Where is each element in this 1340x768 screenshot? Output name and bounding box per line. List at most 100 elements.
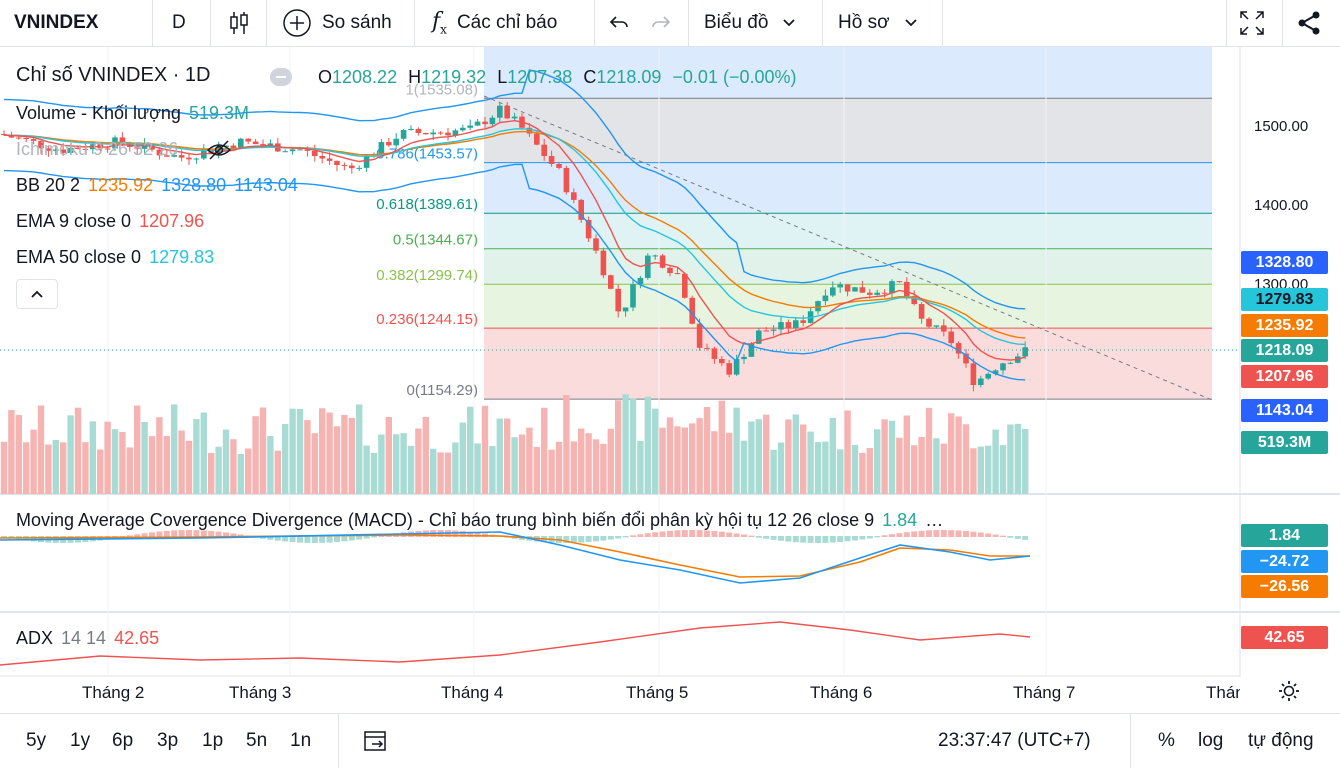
candle-body [778, 322, 784, 330]
change-value: −0.01 (−0.00%) [672, 67, 797, 87]
hide-series-icon[interactable] [270, 68, 292, 86]
fullscreen-button[interactable] [1238, 0, 1266, 46]
range-5y-button[interactable]: 5y [26, 730, 47, 751]
bottom-toolbar: 5y 1y 6p 3p 1p 5n 1n 23:37:47 (UTC+7) % … [0, 713, 1340, 768]
toolbar-divider [1226, 0, 1227, 46]
price-tick: 1400.00 [1254, 197, 1309, 214]
volume-bar [259, 407, 267, 494]
volume-bar [444, 452, 452, 494]
ema9-legend[interactable]: EMA 9 close 0 1207.96 [16, 211, 212, 232]
macd-histogram-bar [237, 534, 244, 537]
macd-histogram-bar [141, 533, 148, 537]
macd-histogram-bar [1, 536, 7, 538]
macd-histogram-bar [326, 536, 333, 543]
volume-bar [977, 446, 984, 494]
macd-histogram-bar [356, 536, 363, 540]
symbol-search-button[interactable]: VNINDEX [14, 12, 99, 33]
volume-bar [356, 404, 363, 494]
volume-bar [911, 445, 918, 494]
macd-histogram-bar [178, 530, 185, 537]
high-label: H [408, 67, 422, 87]
range-1p-button[interactable]: 1p [202, 730, 224, 751]
toolbar-divider [822, 0, 823, 46]
indicators-button[interactable]: fx Các chỉ báo [432, 0, 557, 46]
auto-scale-toggle[interactable]: tự động [1248, 730, 1314, 751]
compare-button[interactable]: So sánh [282, 0, 392, 46]
macd-histogram-bar [267, 536, 274, 540]
volume-bar [200, 412, 207, 494]
candle-body [53, 149, 59, 151]
ichimoku-legend[interactable]: Ichimoku 9 26 52 26 [16, 139, 186, 160]
goto-date-button[interactable] [362, 714, 390, 768]
volume-bar [296, 409, 304, 494]
range-1y-button[interactable]: 1y [70, 730, 91, 751]
share-button[interactable] [1296, 0, 1322, 46]
candle-body [904, 281, 910, 297]
interval-button[interactable]: D [172, 12, 186, 33]
redo-icon [652, 16, 671, 28]
volume-bar [237, 453, 244, 494]
candle-body [141, 143, 148, 149]
timezone-button[interactable]: 23:37:47 (UTC+7) [938, 730, 1091, 751]
plus-circle-icon [283, 9, 311, 37]
candle-icon [230, 12, 248, 34]
ema50-legend[interactable]: EMA 50 close 0 1279.83 [16, 247, 222, 268]
volume-bar [385, 417, 392, 494]
macd-histogram-bar [896, 533, 903, 537]
volume-bar [955, 416, 962, 494]
settings-icon[interactable] [1278, 680, 1300, 702]
volume-bar [0, 441, 8, 494]
candle-body [926, 318, 932, 327]
ema50-line [3, 130, 1026, 339]
log-toggle[interactable]: log [1198, 730, 1224, 751]
volume-bar [652, 408, 659, 494]
macd-histogram-bar [733, 533, 740, 537]
bb-name: BB 20 2 [16, 175, 81, 195]
macd-histogram-bar [718, 531, 725, 537]
volume-bar [548, 449, 555, 494]
range-1n-button[interactable]: 1n [290, 730, 312, 751]
range-5n-button[interactable]: 5n [246, 730, 268, 751]
redo-button[interactable] [650, 0, 672, 46]
chart-menu-button[interactable]: Biểu đồ [704, 0, 796, 46]
toolbar-divider [688, 0, 689, 46]
volume-bar [430, 448, 437, 494]
trend-line [483, 95, 1213, 401]
volume-legend[interactable]: Volume - Khối lượng 519.3M [16, 103, 257, 124]
volume-bar [178, 430, 185, 494]
adx-legend[interactable]: ADX 14 14 42.65 [16, 628, 167, 649]
macd-histogram-bar [563, 536, 570, 543]
macd-histogram-bar [807, 536, 814, 543]
undo-button[interactable] [608, 0, 630, 46]
adx-params: 14 14 [61, 628, 107, 648]
bb-legend[interactable]: BB 20 2 1235.92 1328.80 1143.04 [16, 175, 306, 196]
macd-histogram-bar [866, 536, 873, 539]
macd-histogram-bar [926, 530, 932, 537]
chart-canvas[interactable]: 1(1535.08) 0.786(1453.57) 0.618(1389.61) 0.… [0, 0, 1340, 680]
volume-bar [252, 416, 259, 494]
candle-body [38, 140, 44, 149]
candle-body [489, 117, 496, 125]
collapse-legend-button[interactable] [16, 279, 58, 309]
candle-body [963, 353, 969, 364]
volume-bar [15, 414, 22, 494]
chart-style-button[interactable] [228, 0, 250, 46]
range-6p-button[interactable]: 6p [112, 730, 134, 751]
macd-histogram-bar [363, 536, 370, 539]
macd-histogram-bar [452, 530, 459, 537]
volume-bar [474, 443, 481, 494]
volume-bar [496, 418, 503, 494]
profile-menu-button[interactable]: Hồ sơ [838, 0, 918, 46]
volume-bar [511, 437, 518, 494]
candle-body [423, 133, 429, 135]
volume-bar [733, 407, 740, 494]
percent-toggle[interactable]: % [1158, 730, 1175, 751]
volume-bar [45, 444, 52, 494]
macd-histogram-bar [963, 531, 969, 537]
range-3p-button[interactable]: 3p [157, 730, 179, 751]
macd-legend[interactable]: Moving Average Covergence Divergence (MA… [16, 510, 951, 531]
candle-body [889, 281, 895, 294]
volume-badge: 519.3M [1241, 431, 1328, 454]
volume-bar [689, 423, 696, 494]
eye-off-icon[interactable] [206, 139, 232, 161]
